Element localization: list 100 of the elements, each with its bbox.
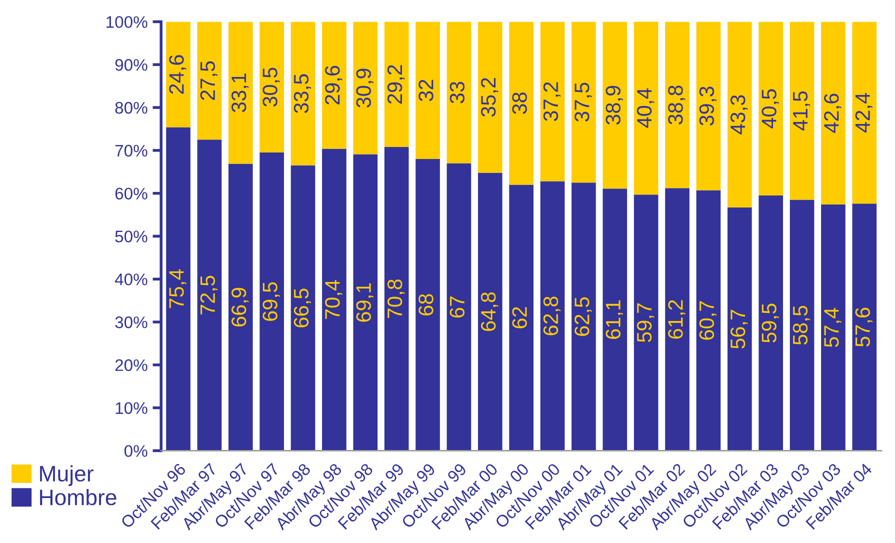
y-tick-label: 0% xyxy=(124,445,148,457)
bar xyxy=(446,22,472,164)
bar xyxy=(852,204,877,451)
bar xyxy=(166,22,190,128)
y-tick-label: 40% xyxy=(114,274,148,286)
bar xyxy=(665,22,690,188)
y-tick-label: 70% xyxy=(115,144,148,157)
bar xyxy=(509,22,534,185)
data-label: 66,9 xyxy=(231,288,249,326)
bar xyxy=(290,22,316,166)
bar xyxy=(665,188,690,451)
y-tick-label: 60% xyxy=(115,188,148,200)
bar xyxy=(166,127,190,451)
bar xyxy=(416,158,440,451)
data-label: 62,5 xyxy=(574,297,592,336)
data-label: 41,5 xyxy=(793,91,810,131)
data-label: 39,3 xyxy=(699,86,717,126)
bar xyxy=(197,22,222,140)
bar xyxy=(228,22,253,164)
bar xyxy=(197,140,222,451)
bar xyxy=(696,190,721,451)
data-label: 37,5 xyxy=(574,82,592,122)
y-tick-label: 10% xyxy=(116,402,148,414)
bar xyxy=(728,22,752,208)
bar xyxy=(790,22,814,200)
data-label: 40,5 xyxy=(762,89,779,128)
y-tick-label: 50% xyxy=(115,230,148,242)
data-label: 61,1 xyxy=(606,300,623,339)
bar xyxy=(540,181,565,451)
data-label: 56,7 xyxy=(730,310,748,349)
data-label: 30,5 xyxy=(262,68,280,107)
bar xyxy=(852,22,877,204)
legend-label: Hombre xyxy=(40,488,116,506)
data-label: 33 xyxy=(450,82,465,104)
bar xyxy=(322,22,346,149)
bar xyxy=(634,22,658,195)
bar xyxy=(540,22,565,182)
y-tick-label: 90% xyxy=(115,59,148,71)
bar xyxy=(728,207,752,451)
data-label: 38,8 xyxy=(668,86,686,124)
bar xyxy=(228,164,253,451)
data-label: 64,8 xyxy=(480,292,498,331)
data-label: 67 xyxy=(450,296,465,318)
data-label: 60,7 xyxy=(699,301,717,340)
bar xyxy=(384,146,409,451)
data-label: 29,2 xyxy=(387,65,405,104)
bar xyxy=(416,22,440,159)
data-label: 27,5 xyxy=(200,61,218,100)
bar xyxy=(821,204,846,451)
data-label: 29,6 xyxy=(325,66,342,104)
bar xyxy=(790,200,814,451)
data-label: 62 xyxy=(512,307,527,328)
data-label: 58,5 xyxy=(792,306,810,345)
bar xyxy=(572,182,596,451)
bar xyxy=(322,148,346,451)
data-label: 57,4 xyxy=(824,308,842,348)
data-label: 42,4 xyxy=(855,92,872,132)
bar xyxy=(509,184,534,451)
data-label: 38 xyxy=(512,92,527,114)
y-tick-label: 100% xyxy=(106,16,148,28)
bar xyxy=(478,172,502,451)
data-label: 72,5 xyxy=(200,276,218,314)
bar xyxy=(353,154,378,451)
data-label: 24,6 xyxy=(169,55,186,94)
y-tick-label: 80% xyxy=(115,102,148,114)
bar xyxy=(478,22,502,173)
data-label: 70,8 xyxy=(387,279,405,318)
data-label: 68 xyxy=(418,294,434,316)
bar xyxy=(758,22,784,196)
bar xyxy=(384,22,409,147)
data-label: 59,5 xyxy=(762,304,779,343)
data-label: 33,5 xyxy=(294,74,312,114)
bar xyxy=(602,22,628,189)
bar xyxy=(446,163,472,451)
data-label: 59,7 xyxy=(636,303,654,342)
data-label: 69,1 xyxy=(356,283,374,322)
bar xyxy=(602,188,628,451)
bar xyxy=(758,195,784,451)
bar xyxy=(696,22,721,190)
bar xyxy=(260,22,284,153)
data-label: 61,2 xyxy=(668,300,686,339)
data-label: 66,5 xyxy=(294,288,312,328)
data-label: 40,4 xyxy=(636,88,654,128)
data-label: 69,5 xyxy=(262,282,280,321)
data-label: 70,4 xyxy=(325,280,342,319)
data-label: 62,8 xyxy=(543,296,561,336)
data-label: 33,1 xyxy=(231,73,249,112)
bar xyxy=(821,22,846,204)
bar xyxy=(634,194,658,451)
bar xyxy=(572,22,596,183)
data-label: 43,3 xyxy=(730,95,748,134)
data-label: 35,2 xyxy=(480,78,498,117)
data-label: 30,9 xyxy=(356,68,374,108)
data-label: 38,9 xyxy=(606,86,623,125)
data-label: 37,2 xyxy=(543,82,561,121)
data-label: 75,4 xyxy=(169,269,186,308)
legend-label: Mujer xyxy=(40,465,94,486)
data-label: 32 xyxy=(418,80,434,102)
data-label: 57,6 xyxy=(855,308,872,347)
data-label: 42,6 xyxy=(824,94,842,133)
